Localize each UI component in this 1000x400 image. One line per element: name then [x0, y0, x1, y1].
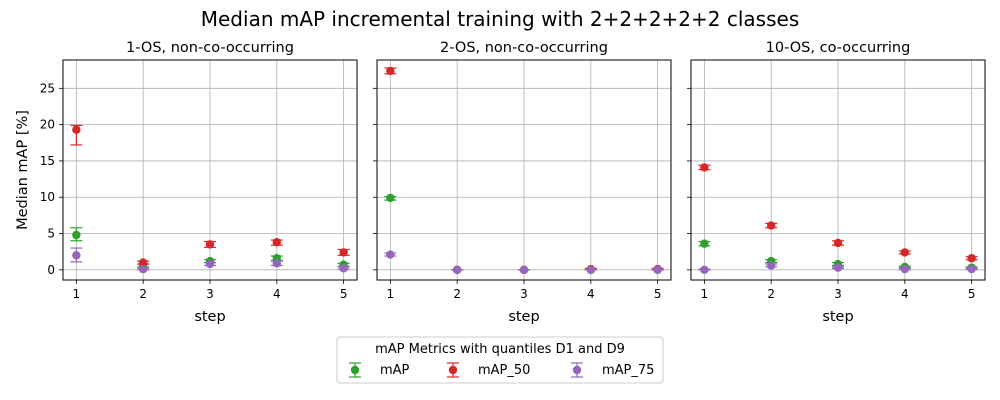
- x-axis-label: step: [508, 309, 539, 325]
- data-point: [766, 221, 776, 230]
- series-mAP_75: [384, 250, 664, 275]
- data-point: [272, 238, 282, 247]
- y-tick-label: 15: [40, 154, 55, 168]
- data-point: [967, 264, 976, 274]
- data-point: [138, 258, 148, 267]
- data-point: [339, 264, 348, 273]
- subplot-title: 1-OS, non-co-occurring: [126, 40, 294, 56]
- y-tick-label: 10: [40, 190, 55, 204]
- legend-title: mAP Metrics with quantiles D1 and D9: [375, 342, 625, 357]
- axes-frame: [690, 59, 986, 281]
- y-tick-label: 20: [40, 118, 55, 132]
- data-point: [452, 265, 462, 275]
- data-point: [967, 254, 976, 263]
- subplot-3: 1 2 3 4 5 10-OS, co-occurring step: [687, 40, 986, 325]
- data-point: [519, 265, 529, 275]
- y-tick-label: 5: [47, 227, 55, 241]
- data-point: [700, 239, 709, 248]
- data-point: [700, 265, 709, 275]
- data-point: [272, 259, 282, 268]
- y-tick-label: 0: [47, 263, 55, 277]
- x-tick-label: 3: [520, 287, 528, 301]
- x-tick-label: 4: [587, 287, 595, 301]
- data-point: [833, 238, 843, 248]
- x-tick-label: 5: [968, 287, 976, 301]
- legend-marker: [350, 365, 360, 375]
- legend-entry-mAP: mAP: [349, 362, 410, 378]
- x-tick-label: 1: [73, 287, 81, 301]
- series-mAP_50: [70, 124, 350, 267]
- x-axis-label: step: [194, 309, 225, 325]
- x-tick-label: 1: [701, 287, 709, 301]
- legend-marker: [572, 365, 582, 375]
- data-point: [900, 264, 910, 274]
- x-tick-label: 4: [901, 287, 909, 301]
- data-point: [72, 125, 81, 134]
- x-tick-label: 2: [139, 287, 147, 301]
- data-point: [339, 248, 348, 257]
- x-tick-label: 1: [387, 287, 395, 301]
- x-axis-label: step: [822, 309, 853, 325]
- x-tick-label: 2: [767, 287, 775, 301]
- x-tick-label: 3: [834, 287, 842, 301]
- subplot-1: 1 2 3 4 5 0 5 10 15 20 25 1-OS, non-co-occurring ste…: [15, 40, 358, 325]
- data-point: [586, 265, 596, 275]
- series-mAP_50: [698, 163, 978, 263]
- subplot-title: 2-OS, non-co-occurring: [440, 40, 608, 56]
- y-axis-label: Median mAP [%]: [15, 110, 31, 230]
- legend-frame: [336, 336, 664, 384]
- x-tick-label: 4: [273, 287, 281, 301]
- data-point: [833, 263, 843, 272]
- data-point: [386, 193, 395, 203]
- legend: mAP Metrics with quantiles D1 and D9 mAP…: [336, 336, 664, 384]
- y-tick-label: 25: [40, 81, 55, 95]
- data-point: [766, 261, 776, 270]
- legend-label: mAP: [380, 363, 410, 378]
- data-point: [700, 163, 709, 172]
- data-point: [72, 230, 81, 240]
- x-tick-label: 2: [453, 287, 461, 301]
- figure-title: Median mAP incremental training with 2+2…: [201, 7, 800, 31]
- axes-frame: [62, 59, 358, 281]
- data-point: [138, 264, 148, 274]
- axes-frame: [376, 59, 672, 281]
- data-point: [386, 250, 395, 259]
- legend-marker: [448, 365, 458, 375]
- data-point: [72, 251, 81, 260]
- series-mAP_75: [70, 247, 350, 274]
- data-point: [900, 248, 910, 257]
- x-tick-label: 3: [206, 287, 214, 301]
- subplot-2: 1 2 3 4 5 2-OS, non-co-occurring step: [373, 40, 672, 325]
- legend-entry-mAP_75: mAP_75: [571, 362, 654, 378]
- data-point: [653, 265, 662, 275]
- legend-entry-mAP_50: mAP_50: [447, 362, 530, 378]
- series-mAP_75: [698, 261, 978, 275]
- data-point: [205, 259, 215, 269]
- legend-label: mAP_50: [478, 363, 530, 378]
- x-tick-label: 5: [654, 287, 662, 301]
- x-tick-label: 5: [340, 287, 348, 301]
- data-point: [386, 66, 395, 76]
- data-point: [205, 240, 215, 249]
- legend-entries: mAP mAP_50 mAP_75: [349, 362, 654, 378]
- legend-label: mAP_75: [602, 363, 654, 378]
- subplot-title: 10-OS, co-occurring: [766, 40, 911, 56]
